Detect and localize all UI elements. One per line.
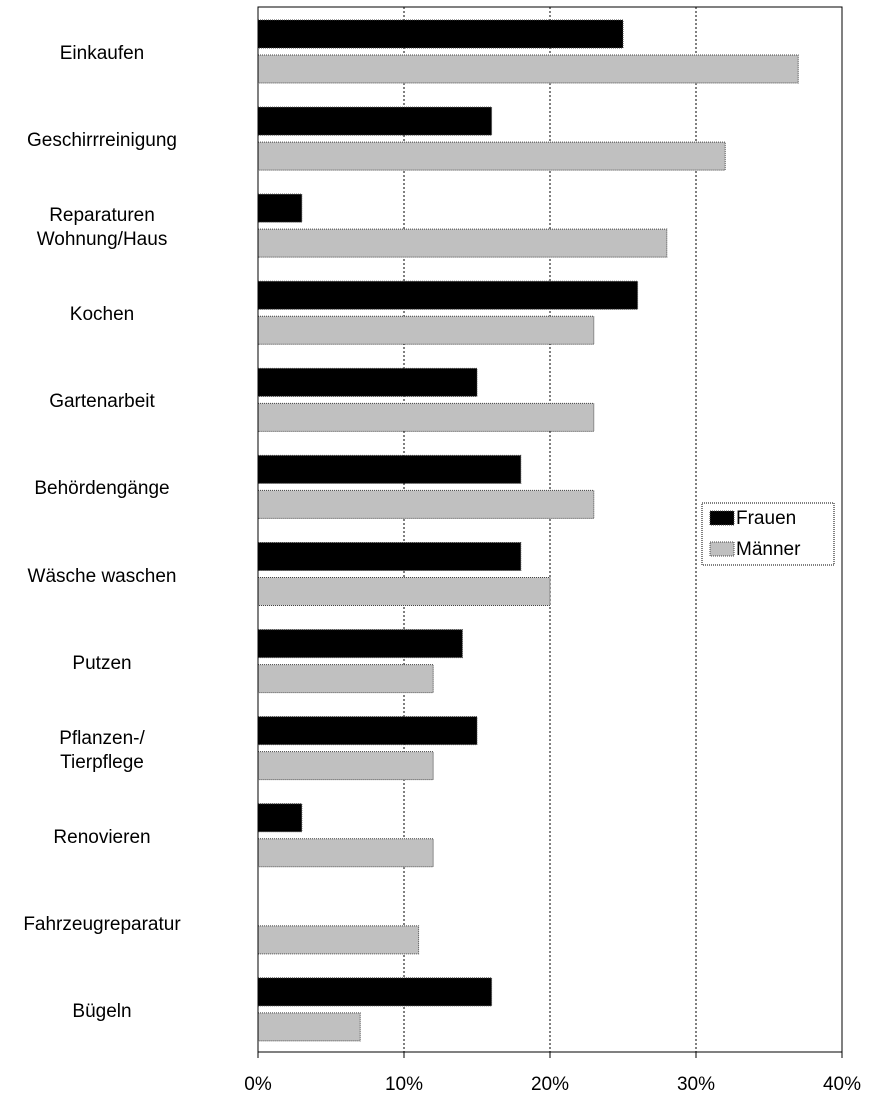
x-tick-label: 20% — [531, 1074, 569, 1095]
x-tick-label: 0% — [244, 1074, 272, 1095]
category-label: Gartenarbeit — [49, 391, 155, 413]
x-tick-label: 40% — [823, 1074, 861, 1095]
x-tick-label: 30% — [677, 1074, 715, 1095]
category-label: Behördengänge — [34, 478, 170, 500]
x-tick-label: 10% — [385, 1074, 423, 1095]
category-label: Geschirrreinigung — [27, 130, 177, 152]
category-label: Renovieren — [53, 826, 151, 848]
bar — [257, 454, 522, 484]
bar — [257, 19, 624, 49]
bar — [257, 193, 303, 223]
category-label: Kochen — [69, 304, 135, 326]
bar — [257, 1012, 361, 1042]
bar — [257, 228, 668, 258]
legend-label: Männer — [736, 539, 801, 560]
bar — [257, 751, 434, 781]
bar — [257, 54, 799, 84]
bar — [257, 489, 595, 519]
bar — [257, 803, 303, 833]
bar — [257, 402, 595, 432]
bar — [257, 315, 595, 345]
bar — [257, 664, 434, 694]
bar — [257, 141, 726, 171]
legend-label: Frauen — [736, 508, 796, 529]
bar — [257, 542, 522, 571]
category-label: Reparaturen Wohnung/Haus — [36, 205, 168, 251]
bar — [257, 106, 493, 136]
bar — [257, 629, 463, 659]
bar — [257, 280, 639, 310]
bar — [257, 367, 478, 397]
category-label: Pflanzen-/ Tierpflege — [59, 727, 145, 773]
bar — [257, 716, 478, 746]
legend-swatch — [709, 541, 735, 557]
bar — [257, 925, 420, 955]
category-label: Bügeln — [72, 1000, 132, 1022]
bar — [257, 977, 493, 1007]
category-label: Wäsche waschen — [27, 565, 177, 587]
category-label: Einkaufen — [59, 43, 145, 64]
legend-swatch — [709, 510, 735, 526]
bar — [257, 838, 434, 868]
bar — [257, 577, 551, 606]
category-label: Putzen — [72, 652, 132, 674]
category-label: Fahrzeugreparatur — [23, 913, 181, 935]
plot-frame — [257, 6, 843, 1053]
